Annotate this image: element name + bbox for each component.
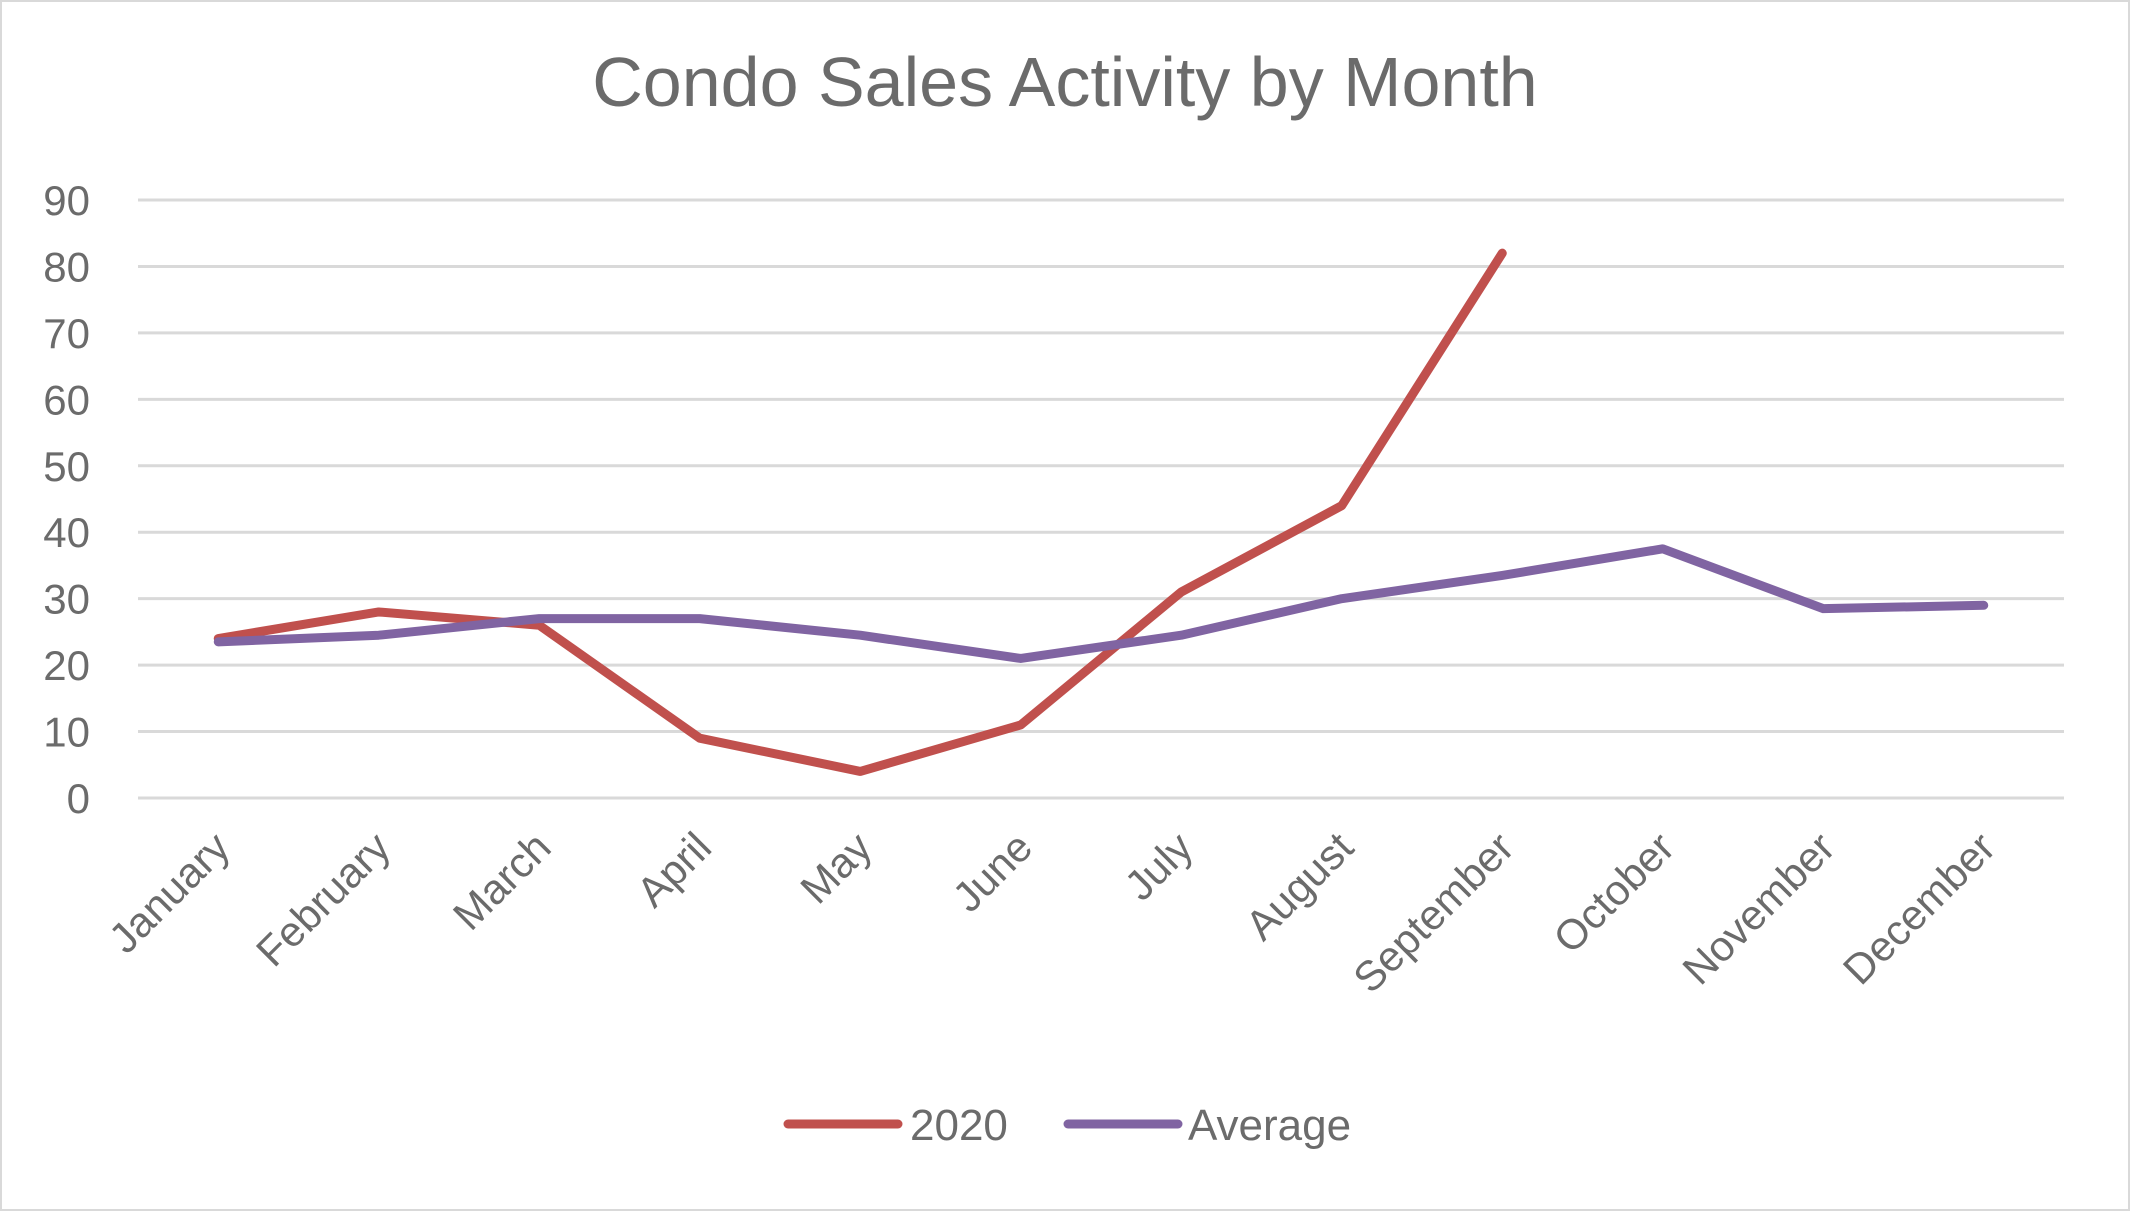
legend-label-1: Average (1188, 1101, 1351, 1150)
y-tick-label: 10 (43, 709, 90, 756)
x-tick-label: May (791, 823, 880, 912)
x-axis-ticks: January February March April May June July Augu… (100, 823, 2004, 1002)
series-lines (213, 248, 1989, 776)
x-tick-label: January (100, 823, 239, 962)
y-tick-label: 90 (43, 177, 90, 224)
chart-title: Condo Sales Activity by Month (592, 43, 1537, 121)
x-tick-label: July (1116, 823, 1202, 909)
legend-label-0: 2020 (910, 1101, 1008, 1150)
legend: 2020 Average (783, 1101, 1351, 1150)
series-line-1 (213, 544, 1989, 663)
x-tick-label: June (943, 823, 1041, 921)
x-tick-label: September (1344, 823, 1523, 1002)
y-tick-label: 40 (43, 509, 90, 556)
x-tick-label: February (247, 823, 399, 975)
y-tick-label: 20 (43, 642, 90, 689)
x-tick-label: November (1673, 823, 1843, 993)
x-tick-label: March (444, 823, 560, 939)
y-tick-label: 50 (43, 443, 90, 490)
y-axis-ticks: 0 10 20 30 40 50 60 70 80 90 (43, 177, 90, 822)
x-tick-label: October (1544, 823, 1683, 962)
y-tick-label: 0 (67, 775, 90, 822)
x-tick-label: December (1834, 823, 2004, 993)
y-tick-label: 60 (43, 376, 90, 423)
y-tick-label: 80 (43, 243, 90, 290)
gridlines (138, 198, 2064, 800)
series-line-0 (213, 248, 1507, 776)
y-tick-label: 30 (43, 576, 90, 623)
y-tick-label: 70 (43, 310, 90, 357)
x-tick-label: April (627, 823, 720, 916)
x-tick-label: August (1236, 823, 1362, 949)
